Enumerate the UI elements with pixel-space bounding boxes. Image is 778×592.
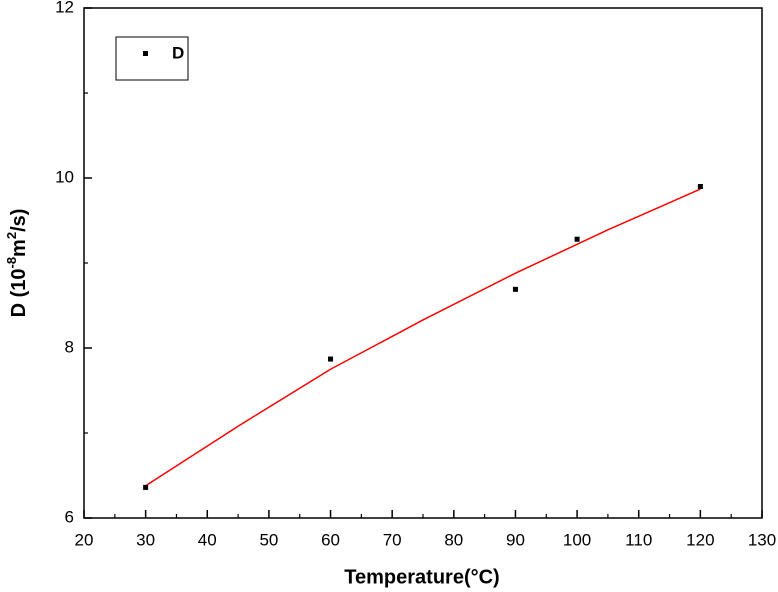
x-tick-label: 80: [444, 530, 463, 549]
legend-marker: [143, 51, 148, 56]
plot-frame: [83, 7, 763, 519]
y-axis-label: D (10-8m2/s): [4, 209, 30, 318]
x-tick-label: 90: [506, 530, 525, 549]
x-tick-label: 60: [321, 530, 340, 549]
x-tick-label: 110: [625, 530, 652, 549]
x-tick-label: 30: [136, 530, 155, 549]
y-tick-label: 10: [55, 167, 74, 186]
x-tick-label: 20: [75, 530, 94, 549]
legend-label: D: [172, 43, 184, 62]
y-tick-label: 6: [65, 507, 74, 526]
point: [512, 286, 518, 292]
fit-line: [145, 188, 701, 487]
y-tick-label: 8: [65, 337, 74, 356]
y-label-part: D (10: [8, 269, 30, 318]
x-tick-label: 70: [383, 530, 402, 549]
point: [574, 236, 580, 242]
point: [328, 356, 334, 362]
x-tick-label: 50: [259, 530, 278, 549]
x-tick-label: 130: [748, 530, 776, 549]
y-label-part: /s): [8, 209, 30, 232]
x-tick-label: 120: [686, 530, 714, 549]
point: [143, 484, 149, 490]
x-tick-label: 40: [198, 530, 217, 549]
x-tick-label: 100: [563, 530, 591, 549]
point: [697, 184, 703, 189]
y-tick-label: 12: [55, 0, 74, 16]
legend-box: [115, 36, 189, 81]
x-axis-label: Temperature(°C): [344, 566, 499, 588]
y-label-part: 2: [4, 232, 19, 239]
y-label-part: m: [8, 239, 30, 257]
y-label-part: -8: [4, 257, 19, 269]
